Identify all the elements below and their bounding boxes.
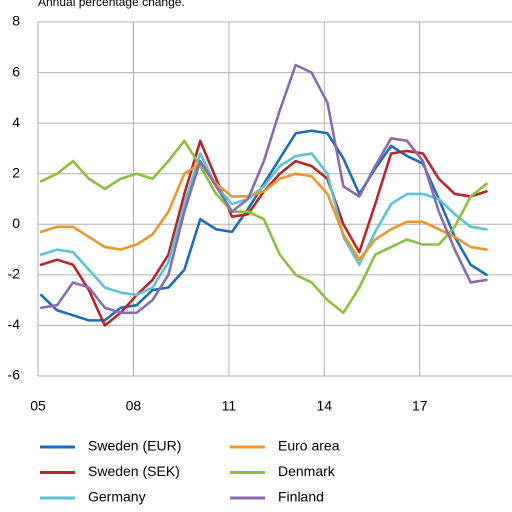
- y-tick-label: 4: [12, 114, 20, 130]
- legend-label: Denmark: [278, 463, 336, 479]
- y-tick-label: -2: [8, 266, 21, 282]
- legend-label: Sweden (EUR): [88, 438, 181, 454]
- y-tick-label: 0: [12, 215, 20, 231]
- x-tick-label: 11: [222, 398, 237, 414]
- x-tick-label: 17: [412, 398, 428, 414]
- y-tick-label: -6: [8, 367, 21, 383]
- x-tick-label: 14: [317, 398, 333, 414]
- legend-label: Sweden (SEK): [88, 463, 180, 479]
- y-tick-label: 2: [12, 164, 20, 180]
- legend-label: Euro area: [278, 438, 340, 454]
- series-line: [39, 162, 488, 261]
- x-tick-label: 08: [126, 398, 142, 414]
- legend-label: Finland: [278, 489, 324, 505]
- y-tick-label: 8: [12, 13, 20, 29]
- series-line: [39, 63, 488, 315]
- chart-title: Annual percentage change.: [38, 0, 185, 9]
- y-tick-label: -4: [8, 316, 21, 332]
- legend-label: Germany: [88, 489, 146, 505]
- x-tick-label: 05: [30, 398, 46, 414]
- y-tick-label: 6: [12, 63, 20, 79]
- series-line: [39, 152, 488, 297]
- series-line: [39, 139, 488, 315]
